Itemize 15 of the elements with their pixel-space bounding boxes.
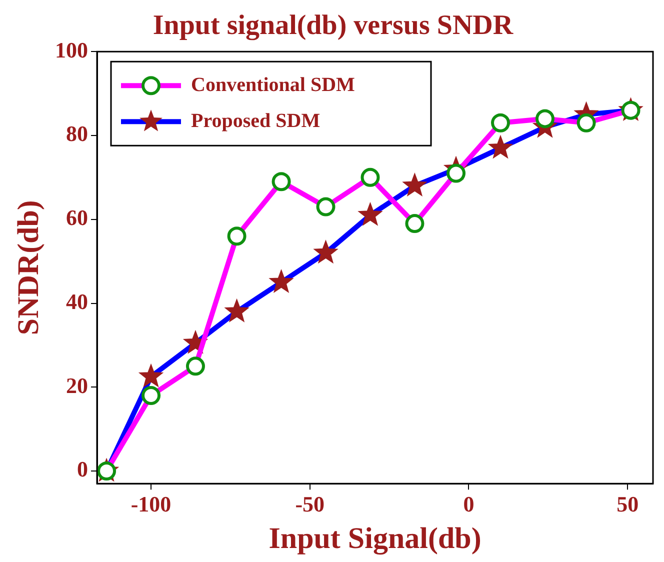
y-tick-label: 40 (66, 288, 88, 314)
x-tick-label: -50 (295, 491, 325, 516)
y-tick-label: 60 (66, 205, 88, 230)
y-axis-title: SNDR(db) (12, 200, 45, 336)
legend-label: Conventional SDM (191, 74, 356, 96)
x-tick-label: -100 (130, 491, 172, 516)
y-tick-label: 100 (55, 37, 88, 62)
y-tick-label: 20 (66, 372, 88, 398)
y-tick-label: 80 (66, 121, 88, 146)
y-tick-label: 0 (77, 456, 88, 482)
chart-title: Input signal(db) versus SNDR (152, 10, 514, 42)
x-axis-title: Input Signal(db) (268, 522, 482, 555)
x-tick-label: 50 (616, 491, 639, 516)
legend-label: Proposed SDM (191, 110, 320, 132)
x-tick-label: 0 (463, 491, 474, 516)
